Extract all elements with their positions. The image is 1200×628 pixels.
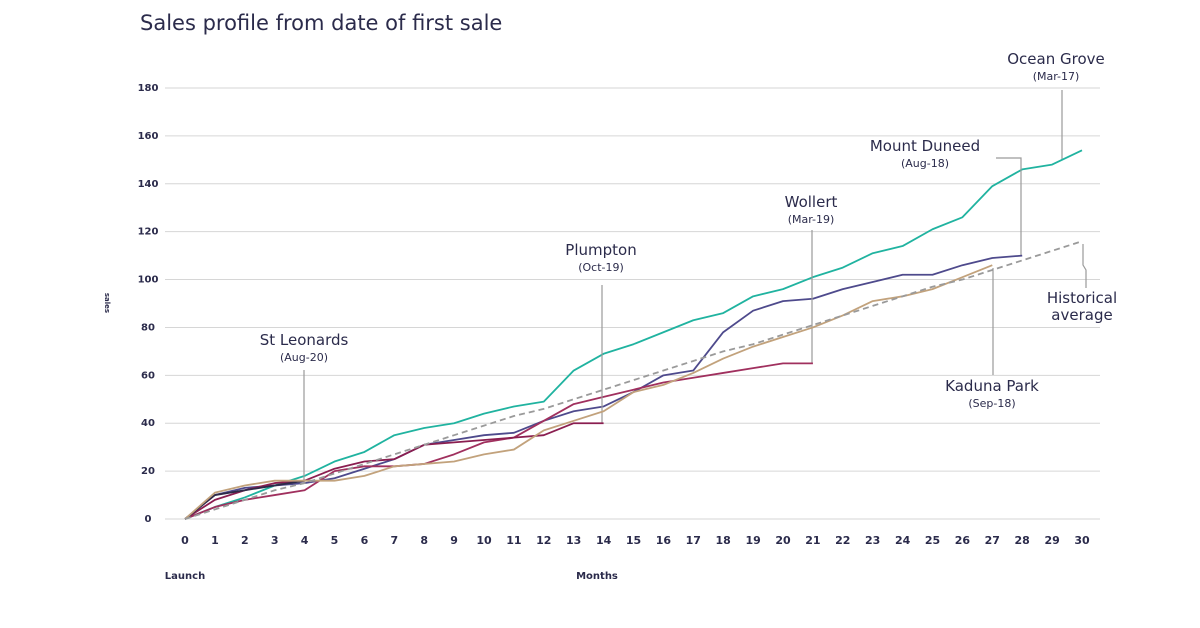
series-name: Ocean Grove [1007,50,1105,68]
x-tick-label: 2 [241,534,249,547]
series-date: (Oct-19) [578,261,624,274]
y-tick-label: 120 [138,227,159,238]
series-line [184,254,1023,520]
series-name: Plumpton [565,241,637,259]
y-tick-label: 100 [138,275,159,286]
chart-title: Sales profile from date of first sale [140,11,502,35]
series-date: (Sep-18) [968,397,1016,410]
x-tick-label: 6 [361,534,369,547]
x-tick-label: 26 [955,534,971,547]
leader-line [996,157,1022,256]
series-line [184,264,993,520]
series-line [184,240,1083,520]
y-tick-label: 0 [145,514,152,525]
annotation: Mount Duneed (Aug-18) [870,137,980,170]
x-tick-label: 14 [596,534,612,547]
x-tick-label: 19 [745,534,760,547]
x-tick-label: 22 [835,534,850,547]
y-tick-label: 40 [141,418,155,429]
series-line [184,362,813,520]
x-tick-label: 18 [716,534,731,547]
series-date: (Mar-17) [1032,70,1080,83]
x-tick-label: 10 [476,534,492,547]
x-tick-label: 24 [895,534,911,547]
annotation: Ocean Grove (Mar-17) [1007,50,1105,83]
annotation: Wollert (Mar-19) [785,193,838,226]
x-axis-label: Months [576,571,618,582]
y-axis-label: sales [103,293,111,313]
x-tick-label: 27 [985,534,1000,547]
x-tick-label: 8 [420,534,428,547]
x-tick-label: 15 [626,534,641,547]
x-tick-label: 21 [805,534,820,547]
x-tick-label: 0 [181,534,189,547]
annotation: Kaduna Park (Sep-18) [945,377,1039,410]
x-tick-label: 11 [506,534,521,547]
x-tick-label: 4 [301,534,309,547]
series-date: (Aug-18) [900,157,950,170]
x-tick-label: 29 [1044,534,1059,547]
x-tick-label: 17 [686,534,701,547]
x-tick-label: 5 [331,534,339,547]
series-date: (Aug-20) [279,351,329,364]
series-line [184,479,305,520]
x-tick-label: 23 [865,534,880,547]
x-tick-label: 16 [656,534,672,547]
annotation: St Leonards (Aug-20) [260,331,349,364]
x-tick-label: 13 [566,534,581,547]
x-tick-label: 3 [271,534,279,547]
x-tick-label: 25 [925,534,940,547]
series-name: Historical average [1046,289,1118,324]
x-tick-label: 20 [775,534,791,547]
y-tick-label: 180 [138,83,159,94]
leader-line [1082,244,1087,288]
series-date: (Mar-19) [787,213,835,226]
y-tick-label: 140 [138,179,159,190]
series-name: Wollert [784,193,838,211]
x-tick-label: 7 [390,534,398,547]
x-tick-label: 1 [211,534,219,547]
series-name: St Leonards [259,331,349,349]
x-origin-label: Launch [165,571,205,582]
series-name: Kaduna Park [945,377,1039,395]
annotation: Historical average [1037,290,1127,324]
annotation: Plumpton (Oct-19) [565,241,636,274]
y-tick-label: 80 [141,322,155,333]
x-tick-label: 30 [1074,534,1090,547]
series-line [184,149,1083,520]
x-tick-label: 9 [450,534,458,547]
x-tick-label: 12 [536,534,551,547]
y-tick-label: 60 [141,370,155,381]
series-name: Mount Duneed [869,137,981,155]
y-tick-label: 160 [138,131,159,142]
x-tick-label: 28 [1015,534,1030,547]
y-tick-label: 20 [141,466,155,477]
